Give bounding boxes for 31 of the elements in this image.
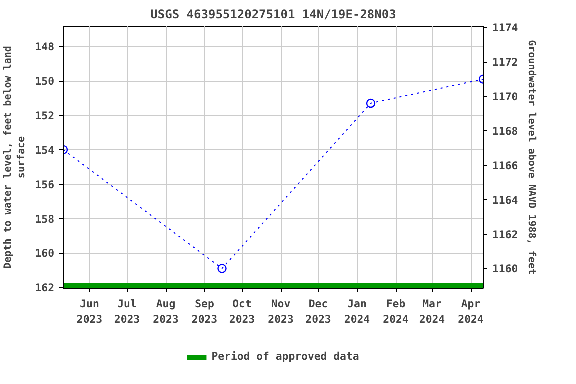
x-tick-label: Oct 2023 [229, 298, 256, 326]
x-tick-label: Dec 2023 [306, 298, 332, 326]
chart-title: USGS 463955120275101 14N/19E-28N03 [150, 8, 396, 22]
x-tick-label: Mar 2024 [419, 298, 446, 326]
y2-tick-label: 1172 [492, 56, 518, 70]
y2-tick-label: 1162 [492, 228, 518, 242]
y-tick-label: 160 [35, 247, 55, 260]
y2-tick-label: 1166 [492, 159, 518, 172]
y-tick-label: 148 [35, 40, 55, 54]
y-tick-label: 152 [35, 109, 55, 122]
x-tick-label: Apr 2024 [458, 298, 484, 326]
y2-tick-label: 1164 [492, 194, 518, 207]
y-tick-label: 162 [35, 282, 55, 295]
x-tick-label: Nov 2023 [268, 298, 294, 326]
y-tick-label: 150 [35, 75, 55, 88]
x-tick-label: Jul 2023 [114, 298, 140, 326]
y2-tick-label: 1174 [492, 22, 518, 35]
y-tick-label: 158 [35, 212, 55, 226]
y2-tick-label: 1160 [492, 262, 518, 276]
x-tick-label: Jan 2024 [344, 298, 370, 326]
x-tick-label: Jun 2023 [76, 298, 103, 326]
x-tick-label: Sep 2023 [192, 298, 218, 326]
legend-label: Period of approved data [212, 350, 360, 363]
y2-tick-label: 1168 [492, 124, 518, 138]
y-axis-title: Depth to water level, feet below land surface [3, 46, 28, 269]
y2-tick-label: 1170 [492, 90, 518, 104]
y-tick-label: 156 [35, 178, 55, 192]
x-tick-label: Aug 2023 [153, 298, 179, 326]
y-tick-label: 154 [35, 144, 55, 157]
y2-axis-title: Groundwater level above NAVD 1988, feet [526, 40, 538, 275]
x-tick-label: Feb 2024 [383, 298, 409, 326]
